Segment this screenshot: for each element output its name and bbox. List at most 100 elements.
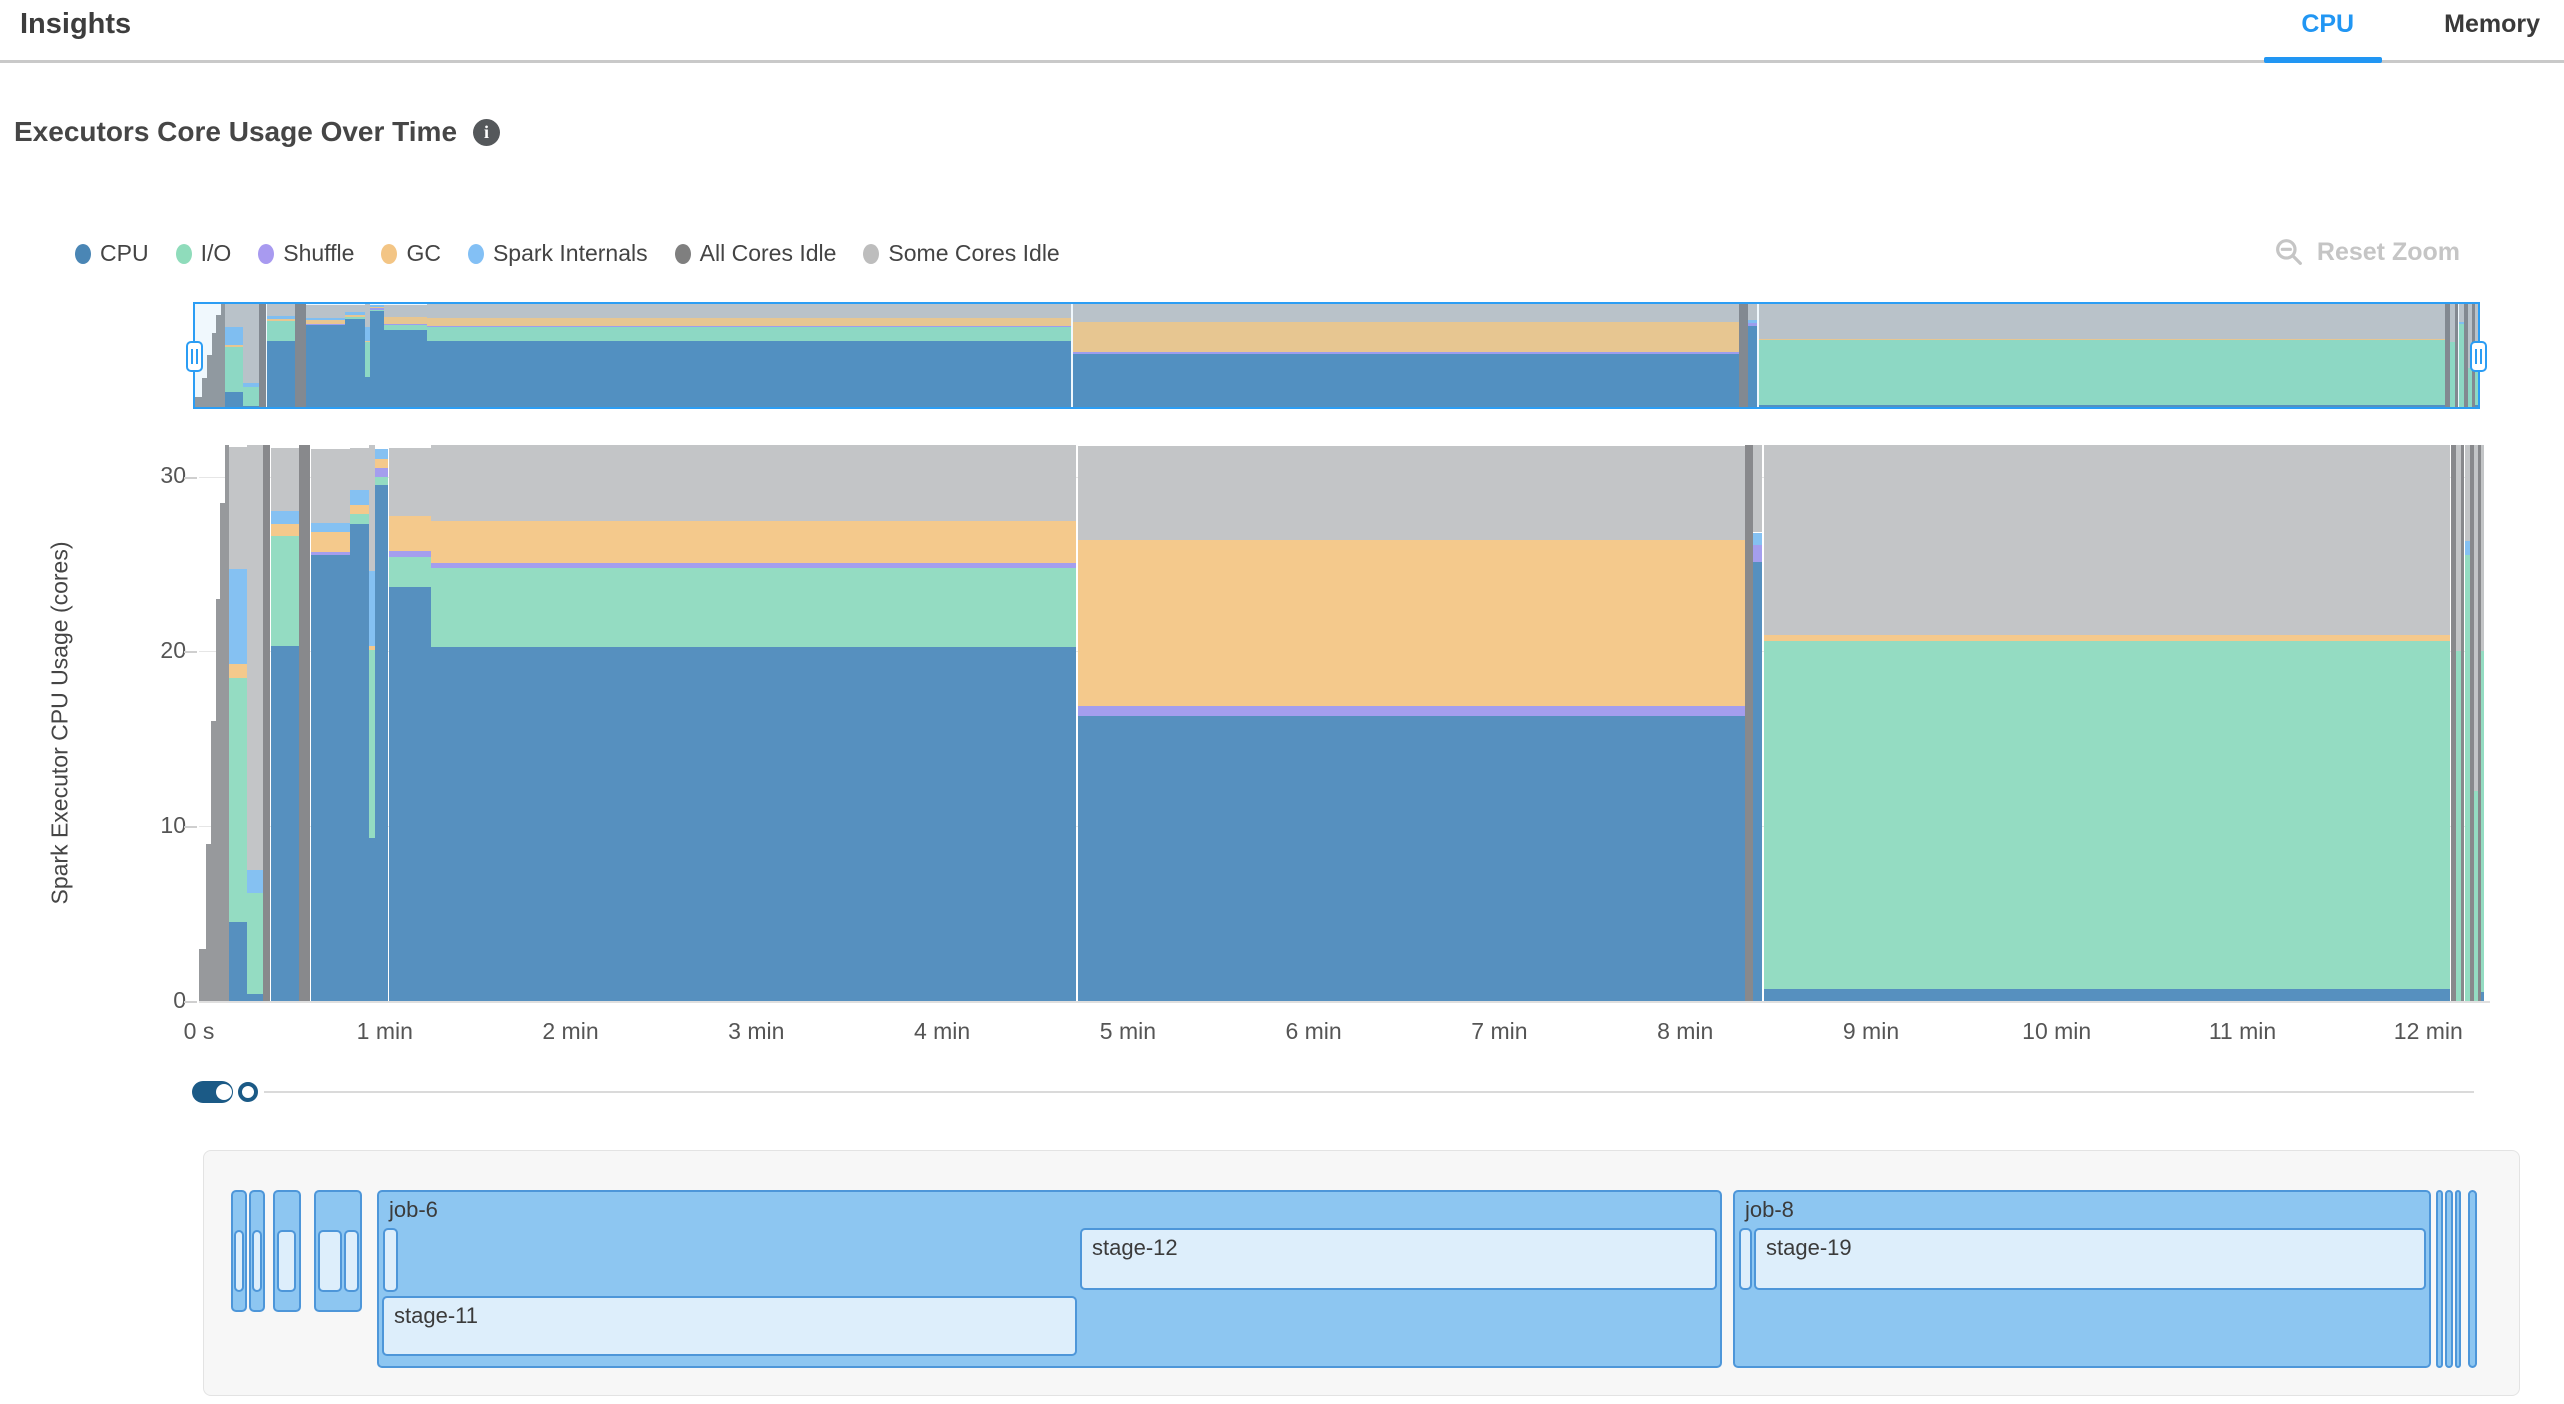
tab-bar: CPU Memory [2301,10,2540,39]
y-tick-label: 10 [160,812,186,839]
mini-segment [2454,304,2459,407]
stage-bar[interactable] [318,1230,342,1292]
x-tick-label: 9 min [1842,1018,1900,1044]
mini-segment [266,304,296,407]
legend-label: CPU [100,240,149,266]
area-segment [431,445,1076,1001]
stage-bar[interactable] [1739,1228,1752,1290]
area-segment [263,445,271,1001]
y-tick-mark [184,476,197,479]
legend-label: Some Cores Idle [888,240,1060,266]
area-segment [310,445,350,1001]
job-bar[interactable] [2445,1190,2453,1368]
area-segment [215,445,221,1001]
toggle-secondary-option[interactable] [238,1082,258,1102]
job-bar[interactable] [2436,1190,2443,1368]
brush-handle-left[interactable] [186,341,203,372]
tab-cpu[interactable]: CPU [2301,10,2355,38]
area-segment [2450,445,2457,1001]
stage-bar[interactable] [234,1230,244,1292]
mini-segment [2467,304,2473,407]
stage-bar[interactable] [383,1228,398,1292]
y-tick-label: 30 [160,462,186,489]
stage-bar-stage-12-label: stage-12 [1092,1235,1178,1260]
toggle-knob[interactable] [216,1084,232,1100]
mini-segment [295,304,307,407]
mini-segment [259,304,267,407]
x-tick-label: 3 min [728,1018,785,1044]
legend-item-gc[interactable]: GC [381,240,441,267]
legend-item-i-o[interactable]: I/O [175,240,231,267]
brush-selection-tint [195,304,2478,407]
mini-segment [195,304,202,407]
mini-chart-area [195,304,2478,407]
page-title: Insights [20,8,132,40]
y-tick-mark [184,651,197,654]
y-tick-label: 20 [160,637,186,664]
stage-bar-stage-12[interactable]: stage-12 [1080,1228,1717,1290]
y-tick-mark [184,826,197,829]
job-bar-job-6-label: job-6 [389,1197,438,1222]
mini-segment [370,304,385,407]
area-segment [1764,445,2451,1001]
legend-item-spark-internals[interactable]: Spark Internals [467,240,648,267]
area-segment [225,445,229,1001]
legend-label: GC [406,240,441,266]
mini-segment [211,304,217,407]
legend-label: All Cores Idle [699,240,837,266]
legend-label: Shuffle [283,240,355,266]
area-segment [2456,445,2461,1001]
area-segment [369,445,375,1001]
area-segment [1744,445,1753,1001]
job-bar-job-8-label: job-8 [1745,1197,1794,1222]
legend-dot [258,243,275,264]
overview-mini-chart[interactable] [193,302,2480,409]
reset-zoom-button[interactable]: Reset Zoom [2273,236,2460,268]
stage-bar-stage-19[interactable]: stage-19 [1754,1228,2426,1290]
job-bar[interactable] [2468,1190,2477,1368]
legend-item-all-cores-idle[interactable]: All Cores Idle [674,240,837,267]
legend-item-cpu[interactable]: CPU [75,240,149,267]
brush-handle-right[interactable] [2470,341,2487,372]
legend-label: Spark Internals [492,240,648,266]
area-segment [205,445,212,1001]
mini-segment [345,304,365,407]
area-segment [247,445,264,1001]
mini-segment [1747,304,1757,407]
reset-zoom-label: Reset Zoom [2316,237,2460,266]
stage-bar[interactable] [344,1230,359,1292]
legend-dot [863,243,880,264]
mini-segment [207,304,212,407]
mini-segment [2458,304,2465,407]
mini-segment [306,304,346,407]
area-segment [2470,445,2474,1001]
legend-dot [674,243,691,264]
stage-bar-stage-11[interactable]: stage-11 [382,1296,1077,1356]
area-segment [388,445,432,1001]
legend-item-shuffle[interactable]: Shuffle [258,240,354,267]
mini-segment [1072,304,1740,407]
main-chart-area[interactable] [199,445,2484,1001]
mini-segment [221,304,225,407]
legend-item-some-cores-idle[interactable]: Some Cores Idle [863,240,1060,267]
chart-legend: CPU I/O Shuffle GC Spark Internals All Cores … [75,240,1060,267]
job-bar[interactable] [2455,1190,2461,1368]
x-tick-label: 5 min [1099,1018,1157,1044]
stage-bar[interactable] [277,1230,296,1292]
tab-memory[interactable]: Memory [2444,10,2540,38]
area-segment [228,445,248,1001]
mini-segment [2450,304,2455,407]
mini-segment [427,304,1071,407]
x-tick-label: 7 min [1471,1018,1528,1044]
info-icon[interactable]: i [473,118,501,146]
area-segment [1077,445,1745,1001]
x-axis-line [199,1001,2490,1003]
mini-segment [364,304,371,407]
mini-segment [2475,304,2478,407]
y-axis-title: Spark Executor CPU Usage (cores) [46,541,73,905]
area-segment [2481,445,2484,1001]
area-segment [2473,445,2479,1001]
stage-bar[interactable] [252,1230,262,1292]
zoom-out-icon [2275,239,2302,265]
area-segment [349,445,369,1001]
